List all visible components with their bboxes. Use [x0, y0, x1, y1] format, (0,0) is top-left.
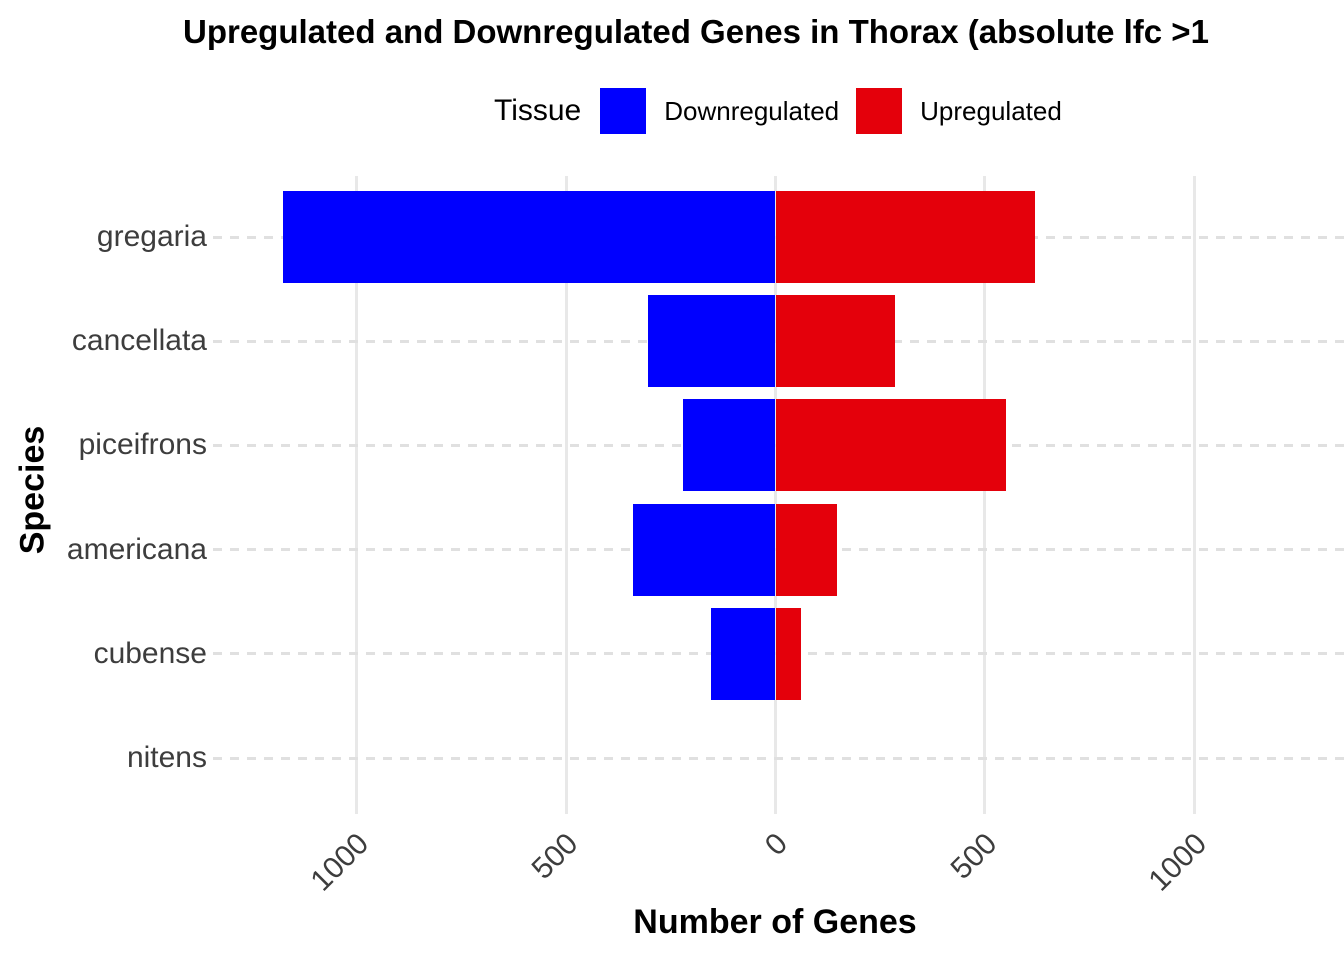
bar-downregulated-piceifrons	[683, 399, 776, 492]
legend-item-upregulated: Upregulated	[856, 88, 1062, 134]
y-tick-label-cancellata: cancellata	[71, 324, 207, 358]
bar-upregulated-americana	[775, 503, 838, 596]
bar-downregulated-cubense	[710, 607, 776, 700]
legend-item-downregulated: Downregulated	[600, 88, 839, 134]
legend-key-downregulated	[600, 88, 647, 134]
x-gridline	[355, 176, 359, 814]
y-tick-label-nitens: nitens	[126, 741, 207, 774]
legend-key-upregulated	[856, 88, 903, 134]
bar-upregulated-piceifrons	[775, 399, 1006, 492]
x-tick-label: 1000	[304, 827, 376, 898]
x-axis-title: Number of Genes	[633, 903, 917, 941]
bar-upregulated-cubense	[775, 607, 801, 700]
legend-label: Downregulated	[664, 95, 840, 126]
chart-title: Upregulated and Downregulated Genes in T…	[183, 13, 1209, 50]
x-tick-label: 500	[944, 827, 1004, 886]
x-gridline	[564, 176, 568, 814]
bar-downregulated-cancellata	[647, 295, 776, 388]
x-tick-label: 1000	[1142, 827, 1213, 898]
legend: Tissue Downregulated Upregulated	[494, 84, 1062, 138]
y-tick-label-cubense: cubense	[93, 636, 207, 670]
x-tick-label: 500	[525, 827, 585, 886]
y-tick-label-americana: americana	[66, 532, 207, 566]
legend-title: Tissue	[494, 94, 582, 127]
legend-label: Upregulated	[920, 95, 1062, 126]
y-tick-label-gregaria: gregaria	[96, 220, 207, 253]
x-gridline	[983, 176, 987, 814]
bar-downregulated-americana	[633, 503, 776, 596]
y-gridline-dashed	[213, 756, 1344, 760]
y-tick-label-piceifrons: piceifrons	[78, 428, 207, 462]
bar-upregulated-gregaria	[775, 191, 1036, 283]
x-gridline	[1192, 176, 1196, 814]
bar-upregulated-cancellata	[775, 295, 895, 388]
x-tick-label: 0	[758, 827, 794, 863]
x-gridline	[774, 176, 777, 814]
bar-downregulated-gregaria	[283, 191, 776, 283]
